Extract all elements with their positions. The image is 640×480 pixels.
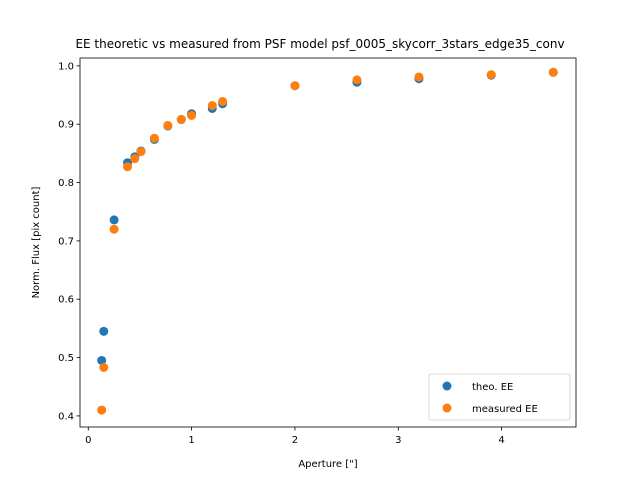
point-s1-9 <box>187 110 197 120</box>
x-tick-label-0: 0 <box>85 435 91 446</box>
y-tick-label-2: 0.6 <box>58 295 74 306</box>
y-tick-label-6: 1.0 <box>58 61 74 72</box>
legend: theo. EE measured EE <box>428 373 571 421</box>
point-s1-5 <box>136 147 146 157</box>
point-s0-0 <box>97 355 107 365</box>
point-s0-2 <box>109 215 119 225</box>
point-s1-0 <box>97 405 107 415</box>
legend-marker-theo-ee <box>442 381 452 391</box>
point-s1-4 <box>130 154 140 164</box>
x-tick-label-4: 4 <box>498 435 504 446</box>
point-s1-16 <box>548 67 558 77</box>
legend-marker-measured-ee <box>442 403 452 413</box>
point-s1-14 <box>414 72 424 82</box>
axes-frame <box>79 57 577 428</box>
x-tick-label-1: 1 <box>188 435 194 446</box>
point-s1-15 <box>486 70 496 80</box>
y-tick-label-5: 0.9 <box>58 120 74 131</box>
point-s1-6 <box>149 133 159 143</box>
point-s1-1 <box>99 362 109 372</box>
point-s1-7 <box>163 120 173 130</box>
plot-area: 0 1 2 3 4 0.4 0.5 0.6 0.7 0.8 0.9 1.0 <box>58 61 558 446</box>
legend-label-measured-ee: measured EE <box>472 404 538 415</box>
point-s1-10 <box>207 101 217 111</box>
y-tick-label-0: 0.4 <box>58 411 74 422</box>
series-measured-ee <box>97 67 558 415</box>
point-s1-3 <box>123 162 133 172</box>
y-axis-label: Norm. Flux [pix count] <box>31 186 42 298</box>
y-tick-label-3: 0.7 <box>58 236 74 247</box>
x-tick-label-3: 3 <box>395 435 401 446</box>
point-s1-8 <box>176 115 186 125</box>
legend-box <box>428 373 571 421</box>
x-axis-label: Aperture ["] <box>298 459 357 470</box>
legend-label-theo-ee: theo. EE <box>472 382 513 393</box>
point-s0-1 <box>99 326 109 336</box>
point-s1-11 <box>218 96 228 106</box>
x-tick-label-2: 2 <box>292 435 298 446</box>
point-s1-12 <box>290 81 300 91</box>
y-tick-label-4: 0.8 <box>58 178 74 189</box>
point-s1-2 <box>109 224 119 234</box>
chart-title: EE theoretic vs measured from PSF model … <box>75 37 564 51</box>
point-s1-13 <box>352 75 362 85</box>
y-tick-label-1: 0.5 <box>58 353 74 364</box>
